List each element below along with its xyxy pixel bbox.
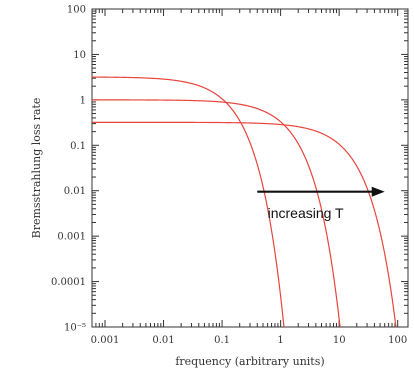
x-tick-label: 0.1 bbox=[214, 335, 230, 346]
y-tick-label: 0.1 bbox=[70, 141, 86, 152]
series-line bbox=[92, 76, 285, 327]
arrow-head bbox=[371, 186, 385, 197]
y-tick-label: 10 bbox=[73, 50, 86, 61]
annotation-group: increasing T bbox=[257, 186, 385, 221]
x-tick-label: 0.001 bbox=[91, 335, 120, 346]
y-tick-label: 10⁻⁵ bbox=[64, 323, 86, 334]
x-tick-label: 1 bbox=[277, 335, 283, 346]
annotation-label: increasing T bbox=[268, 205, 344, 221]
y-tick-label: 100 bbox=[67, 5, 86, 16]
y-tick-label: 0.001 bbox=[57, 232, 86, 243]
series-line bbox=[92, 99, 341, 327]
x-tick-label: 10 bbox=[333, 335, 346, 346]
y-axis-title: Bremsstrahlung loss rate bbox=[30, 98, 43, 239]
x-tick-label: 100 bbox=[388, 335, 407, 346]
y-tick-label: 0.01 bbox=[64, 186, 86, 197]
series-line bbox=[92, 121, 397, 327]
y-tick-label: 0.0001 bbox=[51, 277, 86, 288]
curves bbox=[92, 76, 397, 327]
plot-frame bbox=[91, 8, 409, 328]
axis-ticks bbox=[91, 8, 408, 328]
x-tick-label: 0.01 bbox=[152, 335, 174, 346]
x-axis-title: frequency (arbitrary units) bbox=[175, 355, 324, 368]
tick-labels: 0.001 0.01 0.1 1 10 100 100 10 1 0.1 0.01 0.001 0.00… bbox=[51, 5, 407, 347]
y-tick-label: 1 bbox=[80, 95, 86, 106]
